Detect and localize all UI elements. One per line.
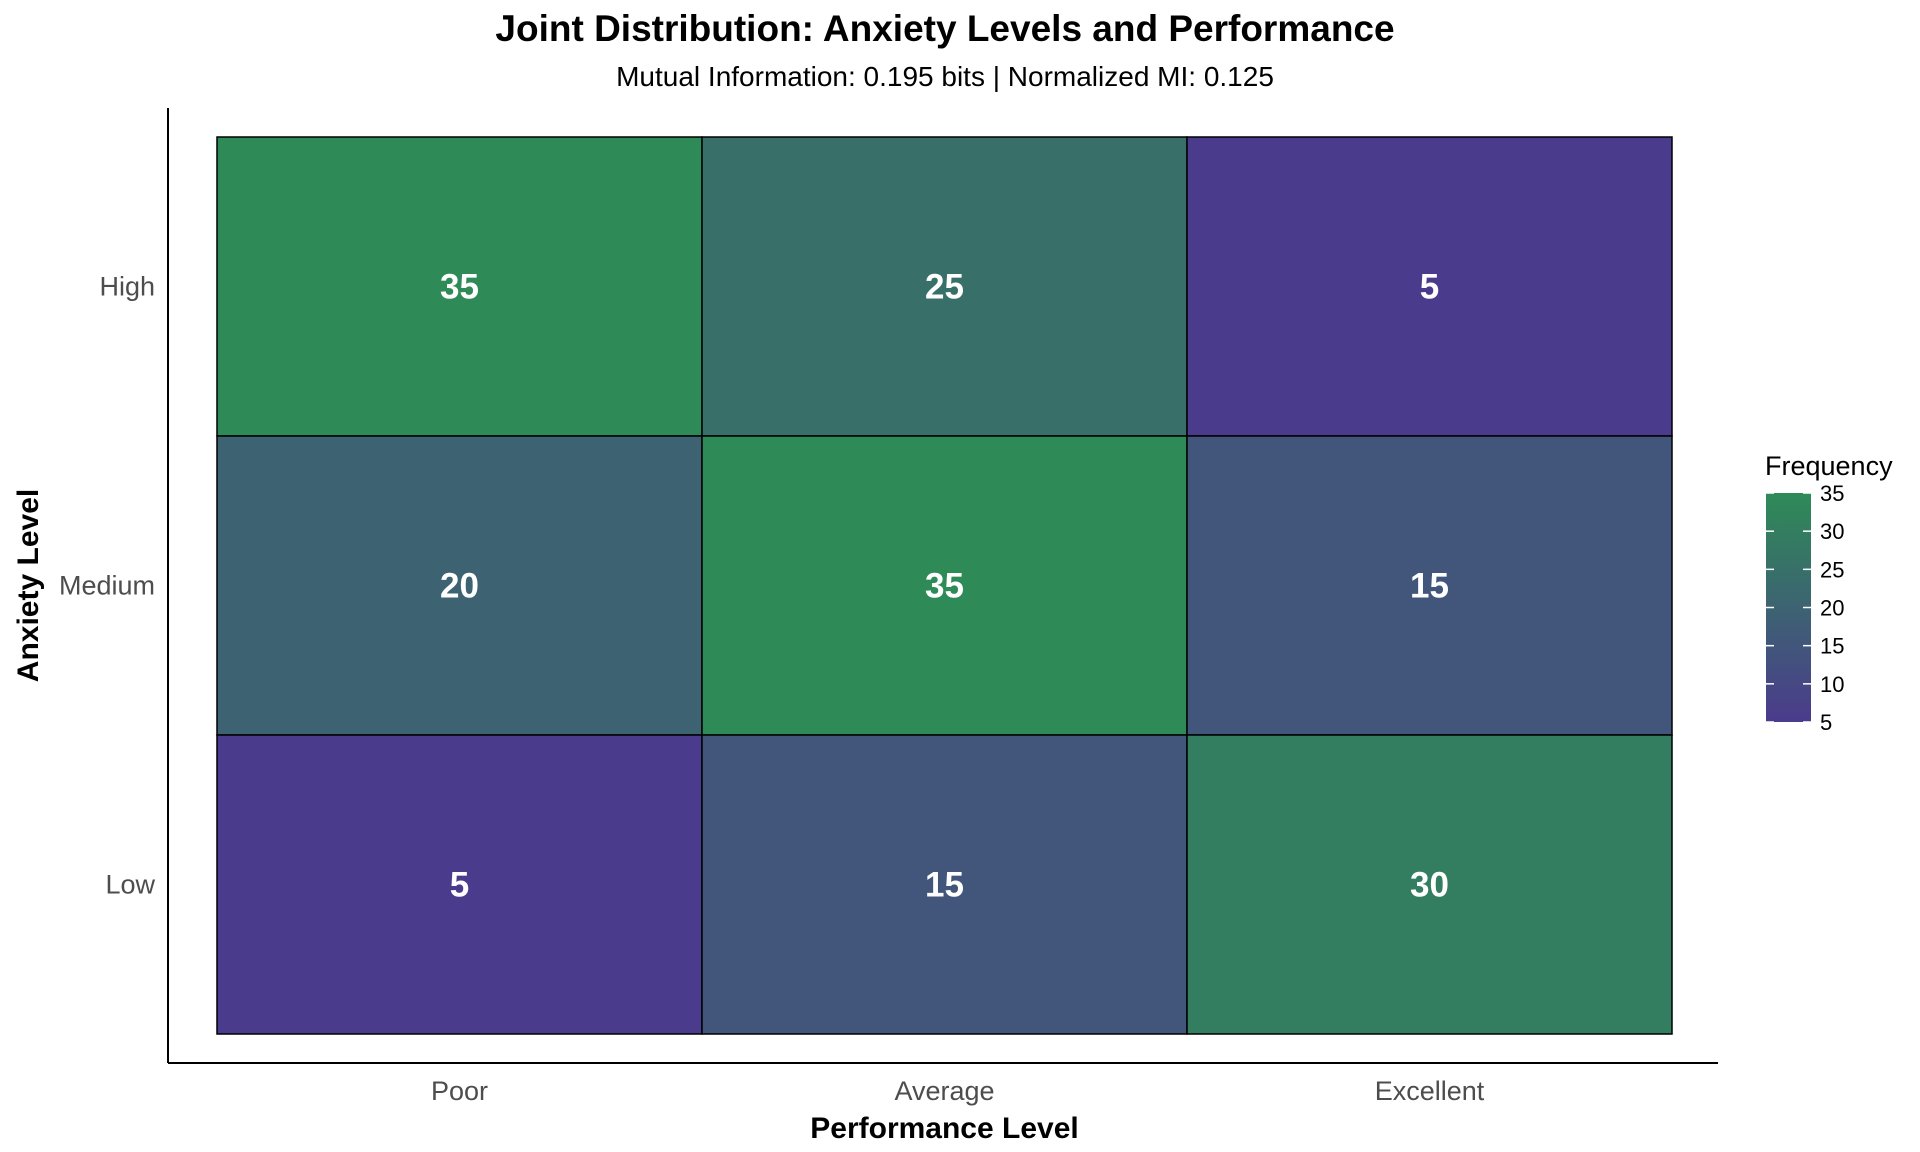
legend-tick-label: 30: [1820, 519, 1844, 544]
cell-value-label: 35: [440, 268, 479, 307]
x-tick-label: Excellent: [1375, 1076, 1485, 1106]
legend-tick-label: 35: [1820, 481, 1844, 506]
x-axis-title: Performance Level: [810, 1112, 1078, 1145]
y-tick-label: Low: [105, 870, 155, 900]
legend-title: Frequency: [1765, 451, 1893, 481]
heatmap-cell: [216, 734, 703, 1035]
heatmap-cell: [216, 435, 703, 736]
cell-value-label: 5: [450, 866, 469, 905]
cell-value-label: 15: [1410, 567, 1449, 606]
heatmap-cell: [701, 734, 1188, 1035]
legend-tick-label: 5: [1820, 710, 1832, 735]
legend-tick-label: 10: [1820, 672, 1844, 697]
legend-tick-label: 20: [1820, 596, 1844, 621]
x-tick-label: Average: [894, 1076, 994, 1106]
cell-value-label: 20: [440, 567, 479, 606]
cell-value-label: 15: [925, 866, 964, 905]
heatmap-cell: [701, 435, 1188, 736]
cell-value-label: 30: [1410, 866, 1449, 905]
chart-subtitle: Mutual Information: 0.195 bits | Normali…: [616, 61, 1274, 92]
heatmap-cell: [1186, 136, 1673, 437]
heatmap-cell: [1186, 435, 1673, 736]
cell-value-label: 25: [925, 268, 964, 307]
heatmap-cell: [216, 136, 703, 437]
legend-tick-label: 25: [1820, 557, 1844, 582]
legend-tick-label: 15: [1820, 634, 1844, 659]
cell-value-label: 5: [1420, 268, 1439, 307]
chart-title: Joint Distribution: Anxiety Levels and P…: [495, 8, 1395, 49]
y-tick-label: Medium: [59, 571, 155, 601]
cell-value-label: 35: [925, 567, 964, 606]
heatmap-cell: [1186, 734, 1673, 1035]
y-axis-title: Anxiety Level: [12, 489, 45, 682]
x-tick-label: Poor: [431, 1076, 488, 1106]
y-tick-label: High: [99, 272, 155, 302]
